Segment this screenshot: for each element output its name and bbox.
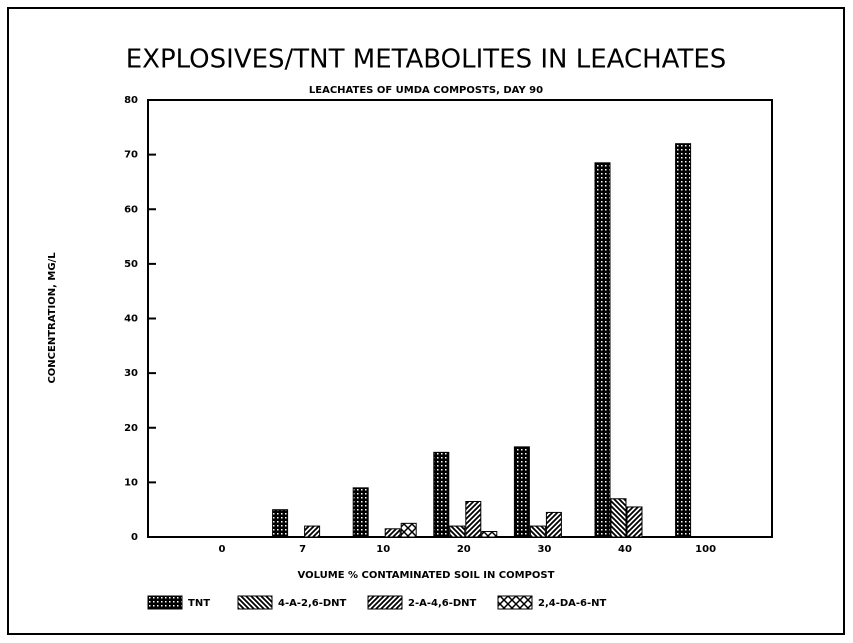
legend-swatch <box>237 595 273 610</box>
y-tick-label: 20 <box>124 423 138 434</box>
bar <box>449 525 466 538</box>
bar <box>465 500 482 538</box>
x-tick-label: 0 <box>219 544 226 555</box>
x-tick-label: 7 <box>299 544 306 555</box>
legend-swatch <box>497 595 533 610</box>
y-tick-label: 60 <box>124 204 138 215</box>
bar <box>675 143 692 538</box>
bar <box>513 446 530 538</box>
bar <box>529 525 546 538</box>
y-tick-label: 30 <box>124 368 138 379</box>
y-tick-label: 50 <box>124 259 138 270</box>
bar <box>304 525 321 538</box>
chart-title: EXPLOSIVES/TNT METABOLITES IN LEACHATES <box>126 45 727 75</box>
y-axis-label: CONCENTRATION, MG/L <box>47 252 58 384</box>
legend-swatch <box>367 595 403 610</box>
bar <box>400 522 417 538</box>
y-tick-label: 0 <box>131 532 138 543</box>
legend-label: 2,4-DA-6-NT <box>538 598 607 609</box>
bar <box>272 509 289 538</box>
chart-subtitle: LEACHATES OF UMDA COMPOSTS, DAY 90 <box>309 85 543 96</box>
x-axis-label: VOLUME % CONTAMINATED SOIL IN COMPOST <box>298 570 555 581</box>
bar <box>545 511 562 538</box>
x-tick-label: 10 <box>376 544 390 555</box>
bar <box>594 162 611 538</box>
y-tick-label: 40 <box>124 314 138 325</box>
legend-label: TNT <box>188 598 210 609</box>
bar <box>626 506 643 538</box>
frame <box>7 7 845 635</box>
y-tick-label: 10 <box>124 477 138 488</box>
bar <box>481 531 498 538</box>
y-tick-label: 70 <box>124 150 138 161</box>
bar <box>433 451 450 538</box>
x-tick-label: 30 <box>537 544 551 555</box>
legend-label: 2-A-4,6-DNT <box>408 598 477 609</box>
legend-swatch <box>147 595 183 610</box>
bar <box>352 487 369 538</box>
y-tick-label: 80 <box>124 95 138 106</box>
legend-label: 4-A-2,6-DNT <box>278 598 347 609</box>
bar <box>384 528 401 538</box>
bar <box>610 498 627 538</box>
x-tick-label: 100 <box>695 544 716 555</box>
x-tick-label: 40 <box>618 544 632 555</box>
x-tick-label: 20 <box>457 544 471 555</box>
